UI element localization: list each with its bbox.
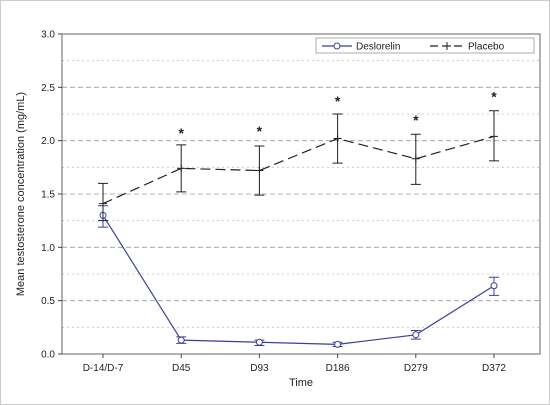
legend-label-deslorelin: Deslorelin <box>356 42 400 53</box>
legend-marker-deslorelin <box>333 42 341 50</box>
x-axis: D-14/D-7 D45 D93 D186 D279 D372 <box>83 354 506 374</box>
y-tick-label: 3.0 <box>41 30 55 41</box>
series-group <box>98 110 499 348</box>
significance-marker: * <box>413 112 419 128</box>
significance-marker: * <box>335 93 341 109</box>
data-point <box>255 338 263 346</box>
y-tick-label: 0.5 <box>41 296 55 307</box>
x-tick-label: D279 <box>404 363 428 374</box>
data-point <box>411 154 420 163</box>
data-point <box>490 132 498 141</box>
data-point <box>334 340 342 348</box>
legend-label-placebo: Placebo <box>468 42 505 53</box>
y-axis-title: Mean testosterone concentration (mg/mL) <box>15 92 27 296</box>
data-point <box>412 331 420 339</box>
significance-marker: * <box>257 123 263 139</box>
x-tick-label: D186 <box>326 363 350 374</box>
data-point <box>333 134 342 143</box>
x-axis-title: Time <box>289 377 313 389</box>
series-line-deslorelin <box>102 215 495 346</box>
legend: Deslorelin Placebo <box>315 37 535 54</box>
x-tick-label: D93 <box>250 363 269 374</box>
y-tick-label: 2.5 <box>41 83 55 94</box>
legend-box <box>315 37 535 54</box>
y-tick-label: 2.0 <box>41 136 55 147</box>
y-tick-label: 1.5 <box>41 190 55 201</box>
data-point <box>490 282 498 290</box>
data-point <box>177 164 186 173</box>
series-placebo <box>98 110 499 222</box>
significance-marker: * <box>491 89 497 105</box>
y-tick-label: 1.0 <box>41 243 55 254</box>
significance-marker: * <box>178 125 184 141</box>
x-tick-label: D45 <box>172 363 191 374</box>
data-point <box>99 199 107 208</box>
x-tick-label: D372 <box>482 363 506 374</box>
y-axis: 0.0 0.5 1.0 1.5 2.0 2.5 3.0 <box>41 30 62 361</box>
data-point <box>255 166 264 175</box>
legend-marker-placebo <box>443 42 451 50</box>
annotations: * * * * * <box>178 89 497 141</box>
y-tick-label: 0.0 <box>41 350 55 361</box>
x-tick-label: D-14/D-7 <box>83 363 124 374</box>
data-point <box>177 336 185 344</box>
